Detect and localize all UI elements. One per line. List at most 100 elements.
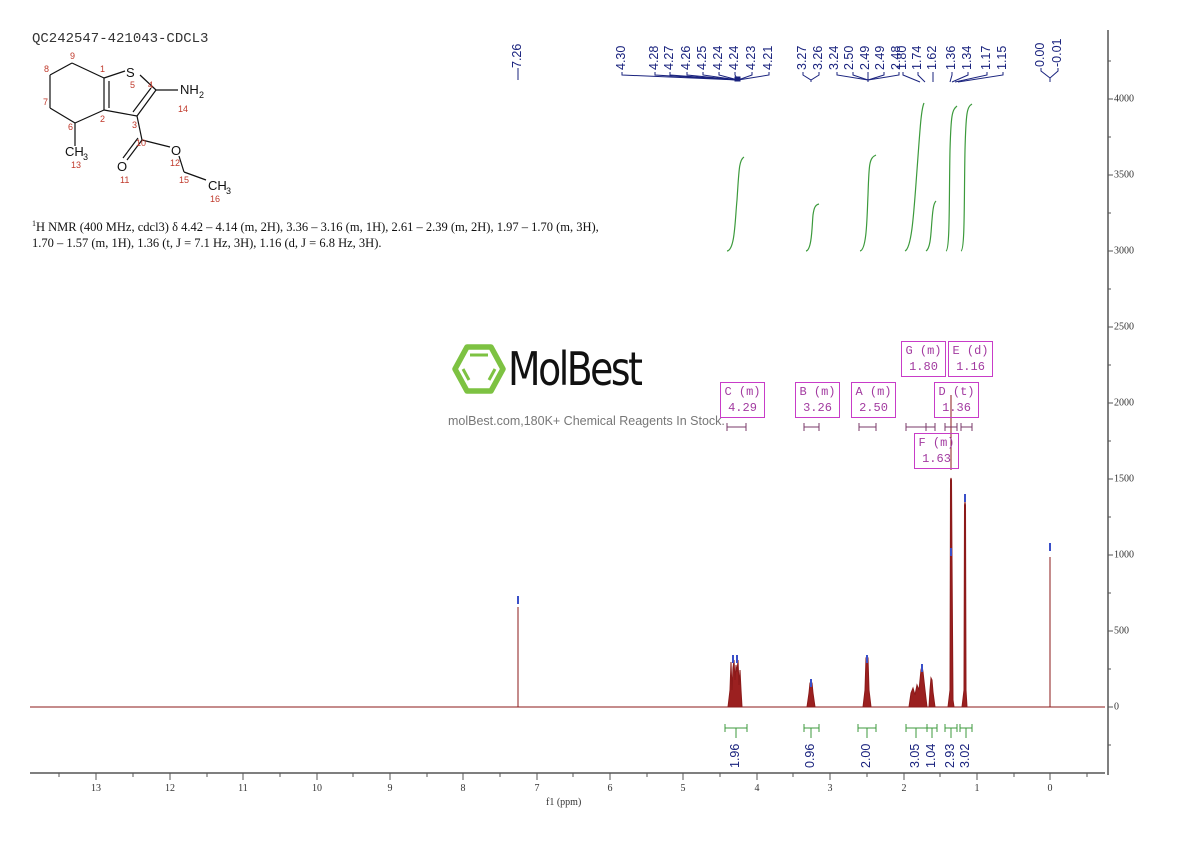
x-tick-label: 13 bbox=[91, 783, 101, 794]
multiplet-type: m bbox=[927, 344, 935, 358]
svg-text:CH: CH bbox=[208, 178, 227, 193]
svg-text:10: 10 bbox=[136, 138, 146, 148]
peak-label: 1.62 bbox=[925, 45, 939, 70]
x-tick-label: 6 bbox=[607, 783, 613, 794]
svg-text:4: 4 bbox=[148, 80, 153, 90]
sample-id: QC242547-421043-CDCL3 bbox=[32, 31, 209, 47]
multiplet-box-f: F (m) 1.63 bbox=[914, 433, 959, 469]
peak-label: 4.28 bbox=[647, 45, 661, 70]
molbest-tagline: molBest.com,180K+ Chemical Reagents In S… bbox=[448, 414, 725, 428]
svg-text:14: 14 bbox=[178, 104, 188, 114]
x-tick-label: 12 bbox=[165, 783, 175, 794]
svg-text:11: 11 bbox=[120, 175, 129, 185]
svg-text:12: 12 bbox=[170, 158, 180, 168]
multiplet-id: B bbox=[799, 385, 807, 399]
x-tick-label: 7 bbox=[534, 783, 540, 794]
svg-text:O: O bbox=[171, 143, 181, 158]
svg-text:7: 7 bbox=[43, 97, 48, 107]
multiplet-shift: 1.16 bbox=[956, 360, 985, 374]
x-tick-label: 4 bbox=[754, 783, 760, 794]
peak-label: 1.17 bbox=[979, 45, 993, 70]
multiplet-type: m bbox=[821, 385, 829, 399]
peak-label: 1.80 bbox=[895, 45, 909, 70]
peak-label: 4.23 bbox=[744, 45, 758, 70]
peak-label: 4.21 bbox=[761, 45, 775, 70]
x-tick-label: 5 bbox=[680, 783, 686, 794]
x-tick-label: 1 bbox=[974, 783, 980, 794]
peak-label: 3.26 bbox=[811, 45, 825, 70]
x-axis-label: f1 (ppm) bbox=[546, 797, 582, 808]
svg-text:9: 9 bbox=[70, 51, 75, 61]
x-tick-label: 11 bbox=[238, 783, 248, 794]
svg-text:2: 2 bbox=[100, 114, 105, 124]
y-tick-label: 3500 bbox=[1114, 169, 1134, 181]
peak-label: 4.27 bbox=[662, 45, 676, 70]
peak-label: 7.26 bbox=[510, 43, 524, 68]
multiplet-box-g: G (m) 1.80 bbox=[901, 341, 946, 377]
integral-value: 3.05 bbox=[908, 743, 922, 768]
peak-label: 1.34 bbox=[960, 45, 974, 70]
y-axis-ticks bbox=[1108, 60, 1113, 746]
peak-label: 4.26 bbox=[679, 45, 693, 70]
integral-value: 2.00 bbox=[859, 743, 873, 768]
x-tick-label: 0 bbox=[1047, 783, 1053, 794]
multiplet-box-e: E (d) 1.16 bbox=[948, 341, 993, 377]
peak-label: 1.36 bbox=[944, 45, 958, 70]
x-tick-label: 9 bbox=[387, 783, 393, 794]
multiplet-box-a: A (m) 2.50 bbox=[851, 382, 896, 418]
svg-text:15: 15 bbox=[179, 175, 189, 185]
peak-label: 3.27 bbox=[795, 45, 809, 70]
svg-text:3: 3 bbox=[226, 186, 231, 196]
spectrum-peaks bbox=[517, 395, 1051, 708]
integral-brackets bbox=[724, 724, 973, 738]
svg-text:1: 1 bbox=[100, 64, 105, 74]
x-axis-ticks bbox=[58, 773, 1088, 780]
multiplet-box-c: C (m) 4.29 bbox=[720, 382, 765, 418]
chemical-structure: S NH 2 CH 3 O O CH 3 1 2 3 4 5 6 7 8 9 10 1… bbox=[43, 51, 231, 204]
multiplet-shift: 2.50 bbox=[859, 401, 888, 415]
multiplet-shift: 3.26 bbox=[803, 401, 832, 415]
peak-label: 4.24 bbox=[711, 45, 725, 70]
svg-text:5: 5 bbox=[130, 80, 135, 90]
y-tick-label: 1500 bbox=[1114, 473, 1134, 485]
description-superscript: 1 bbox=[32, 219, 36, 228]
y-tick-label: 0 bbox=[1114, 701, 1119, 713]
y-tick-label: 500 bbox=[1114, 625, 1129, 637]
svg-text:NH: NH bbox=[180, 82, 199, 97]
multiplet-type: d bbox=[974, 344, 982, 358]
multiplet-type: m bbox=[746, 385, 754, 399]
integral-value: 3.02 bbox=[958, 743, 972, 768]
peak-label: 0.00 bbox=[1033, 42, 1047, 67]
peak-label: 2.50 bbox=[842, 45, 856, 70]
multiplet-type: m bbox=[877, 385, 885, 399]
svg-text:16: 16 bbox=[210, 194, 220, 204]
integral-value: 0.96 bbox=[803, 743, 817, 768]
x-tick-label: 3 bbox=[827, 783, 833, 794]
multiplet-shift: 1.63 bbox=[922, 452, 951, 466]
integral-value: 2.93 bbox=[943, 743, 957, 768]
integral-value: 1.96 bbox=[728, 743, 742, 768]
svg-text:6: 6 bbox=[68, 122, 73, 132]
multiplet-type: m bbox=[940, 436, 948, 450]
multiplet-brackets bbox=[726, 423, 973, 431]
y-tick-label: 2500 bbox=[1114, 321, 1134, 333]
peak-label: 1.15 bbox=[995, 45, 1009, 70]
multiplet-shift: 1.36 bbox=[942, 401, 971, 415]
svg-text:S: S bbox=[126, 65, 135, 80]
peak-markers bbox=[517, 494, 1051, 687]
multiplet-id: G bbox=[905, 344, 913, 358]
x-tick-label: 10 bbox=[312, 783, 322, 794]
svg-text:2: 2 bbox=[199, 90, 204, 100]
svg-text:3: 3 bbox=[83, 152, 88, 162]
x-tick-label: 8 bbox=[460, 783, 466, 794]
svg-text:8: 8 bbox=[44, 64, 49, 74]
multiplet-shift: 4.29 bbox=[728, 401, 757, 415]
svg-text:3: 3 bbox=[132, 120, 137, 130]
y-tick-label: 1000 bbox=[1114, 549, 1134, 561]
multiplet-shift: 1.80 bbox=[909, 360, 938, 374]
peak-label: 2.49 bbox=[873, 45, 887, 70]
multiplet-type: t bbox=[960, 385, 968, 399]
y-tick-label: 3000 bbox=[1114, 245, 1134, 257]
multiplet-id: E bbox=[952, 344, 960, 358]
